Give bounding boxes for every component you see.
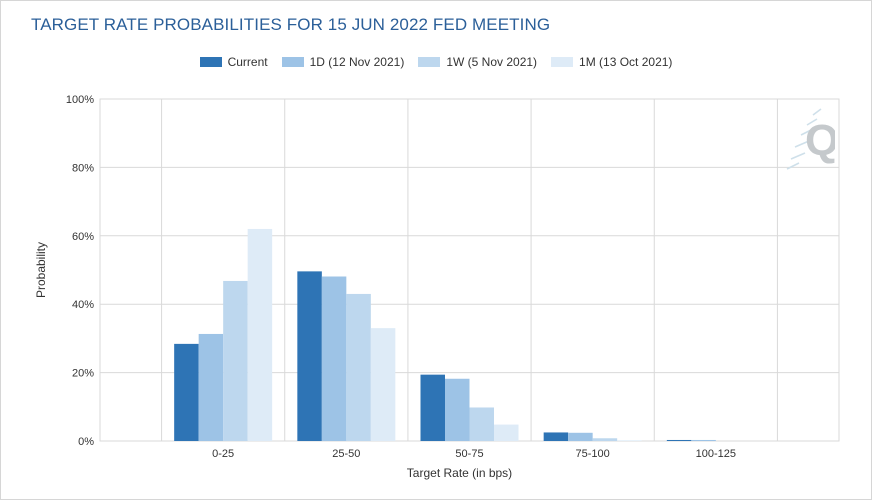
bar (297, 271, 322, 441)
legend-label-current: Current (227, 55, 268, 69)
bar (617, 440, 642, 441)
legend-item-1m[interactable]: 1M (13 Oct 2021) (551, 55, 672, 69)
bar (666, 439, 692, 441)
svg-text:Q: Q (805, 116, 835, 165)
bar (691, 439, 716, 441)
q-logo-icon: Q (786, 108, 835, 170)
legend-swatch-1m (551, 57, 574, 67)
y-tick-label: 80% (72, 162, 94, 174)
bar (223, 280, 248, 441)
bar (445, 378, 470, 441)
bar (247, 228, 273, 441)
legend-item-current[interactable]: Current (199, 55, 268, 69)
bar (346, 293, 371, 441)
x-tick-label: 75-100 (576, 448, 610, 460)
chart-title: TARGET RATE PROBABILITIES FOR 15 JUN 202… (31, 15, 551, 34)
legend-label-1w: 1W (5 Nov 2021) (446, 55, 538, 69)
legend-item-1d[interactable]: 1D (12 Nov 2021) (281, 55, 405, 69)
x-tick-label: 0-25 (212, 448, 234, 460)
bar (469, 407, 494, 441)
bar (592, 438, 618, 441)
bar (543, 432, 569, 441)
y-tick-label: 100% (66, 94, 94, 106)
y-tick-label: 40% (72, 299, 94, 311)
x-tick-label: 50-75 (455, 448, 483, 460)
legend-swatch-current (199, 57, 222, 67)
x-axis-title: Target Rate (in bps) (407, 466, 512, 480)
y-tick-label: 60% (72, 231, 94, 243)
x-tick-label: 25-50 (332, 448, 360, 460)
y-axis-title: Probability (34, 242, 48, 298)
legend-swatch-1d (281, 57, 304, 67)
legend-label-1m: 1M (13 Oct 2021) (579, 55, 673, 69)
legend-label-1d: 1D (12 Nov 2021) (309, 55, 405, 69)
bar (370, 328, 396, 441)
legend-item-1w[interactable]: 1W (5 Nov 2021) (418, 55, 537, 69)
bar (568, 432, 593, 441)
bar (420, 374, 445, 441)
bar (198, 333, 224, 441)
y-tick-label: 20% (72, 368, 94, 380)
legend-swatch-1w (418, 57, 441, 67)
bar (174, 343, 199, 441)
x-tick-label: 100-125 (696, 448, 736, 460)
chart-legend: Current 1D (12 Nov 2021) 1W (5 Nov 2021)… (1, 55, 871, 69)
y-tick-label: 0% (78, 436, 94, 448)
bar (321, 276, 347, 441)
bar (494, 424, 519, 441)
